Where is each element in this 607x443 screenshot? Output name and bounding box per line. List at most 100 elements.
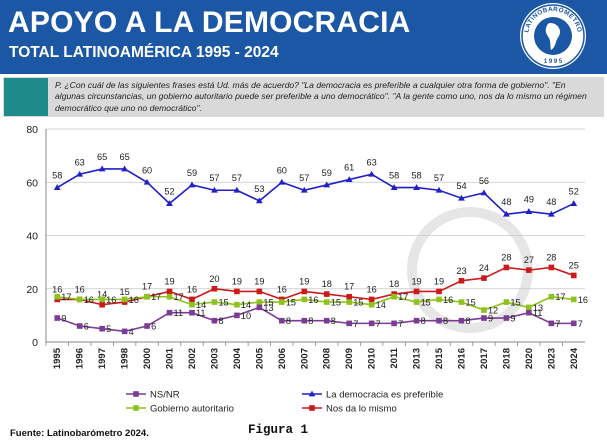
data-point [480, 189, 488, 196]
data-label: 18 [389, 279, 399, 289]
x-tick-label: 2017 [479, 348, 490, 369]
data-point [368, 320, 375, 327]
data-label: 15 [218, 298, 228, 308]
data-point [166, 200, 173, 206]
data-label: 52 [569, 187, 579, 197]
x-tick-label: 1997 [97, 348, 108, 369]
data-label: 13 [533, 303, 543, 313]
data-label: 16 [84, 295, 94, 305]
data-label: 13 [263, 303, 273, 313]
data-point [458, 194, 465, 201]
globe-icon: LATINOBARÓMETRO 1 9 9 5 [521, 4, 585, 68]
x-tick-label: 1998 [120, 348, 131, 369]
data-point [188, 181, 196, 188]
data-label: 11 [533, 308, 543, 318]
question-accent-block [4, 78, 48, 116]
svg-text:1 9 9 5: 1 9 9 5 [544, 59, 563, 65]
question-box [3, 77, 604, 117]
x-tick-label: 1996 [75, 348, 86, 369]
data-label: 12 [488, 306, 498, 316]
y-tick-label: 0 [32, 337, 38, 349]
latinobarometro-logo: LATINOBARÓMETRO 1 9 9 5 [520, 3, 586, 69]
data-label: 16 [578, 295, 588, 305]
data-label: 48 [501, 197, 511, 207]
x-tick-label: 2013 [412, 348, 423, 369]
data-point [189, 296, 195, 303]
data-point [144, 293, 150, 300]
data-label: 61 [344, 163, 354, 173]
data-point [570, 320, 577, 327]
data-label: 19 [434, 276, 444, 286]
data-point [76, 170, 84, 177]
data-point [458, 277, 465, 284]
data-label: 65 [97, 152, 107, 162]
data-point [189, 309, 195, 316]
data-point [300, 186, 308, 193]
x-tick-label: 2008 [322, 348, 333, 369]
data-point [53, 184, 61, 190]
data-point [166, 293, 173, 300]
data-point [345, 176, 353, 182]
data-point [481, 275, 487, 281]
data-point [503, 264, 510, 271]
data-label: 6 [151, 322, 156, 332]
data-point [570, 272, 577, 279]
data-point [323, 299, 330, 305]
legend-marker [133, 405, 139, 411]
data-label: 7 [398, 319, 403, 329]
data-point [436, 296, 442, 303]
data-label: 7 [376, 319, 381, 329]
x-tick-label: 2007 [299, 348, 310, 369]
data-label: 18 [322, 279, 332, 289]
data-point [323, 317, 330, 324]
x-tick-label: 2009 [344, 348, 355, 369]
data-point [526, 309, 532, 316]
data-label: 15 [119, 287, 129, 297]
data-label: 15 [286, 298, 296, 308]
question-text: P. ¿Con cuál de las siguientes frases es… [55, 80, 587, 113]
legend-label: Gobierno autoritario [150, 404, 234, 415]
data-label: 6 [84, 322, 89, 332]
data-label: 15 [510, 298, 520, 308]
x-tick-label: 2004 [232, 347, 243, 369]
data-label: 17 [398, 292, 408, 302]
data-label: 8 [308, 316, 313, 326]
data-label: 53 [254, 184, 264, 194]
legend-marker [309, 405, 315, 411]
x-tick-label: 1995 [52, 347, 63, 369]
data-label: 4 [129, 327, 134, 337]
y-tick-label: 60 [26, 177, 38, 189]
data-point [526, 267, 532, 273]
data-point [481, 315, 487, 321]
data-point [99, 296, 105, 303]
data-label: 8 [465, 316, 470, 326]
data-label: 17 [151, 292, 161, 302]
data-point [502, 210, 510, 217]
data-point [256, 288, 263, 295]
data-point [121, 165, 129, 172]
legend-label: Nos da lo mismo [326, 404, 397, 415]
legend-label: La democracia es preferible [326, 390, 443, 401]
data-point [323, 181, 331, 188]
data-label: 60 [277, 165, 287, 175]
data-label: 11 [174, 308, 184, 318]
data-label: 17 [344, 282, 354, 292]
data-point [256, 299, 263, 305]
source-note: Fuente: Latinobarómetro 2024. [10, 428, 149, 439]
data-point [503, 299, 510, 305]
data-label: 8 [218, 316, 223, 326]
x-tick-label: 2000 [142, 348, 153, 369]
data-label: 54 [456, 181, 466, 191]
watermark-globe [407, 207, 533, 333]
data-label: 15 [465, 298, 475, 308]
data-label: 9 [488, 314, 493, 324]
data-label: 17 [174, 292, 184, 302]
data-point [54, 315, 61, 321]
data-label: 9 [510, 314, 515, 324]
data-point [368, 170, 376, 177]
data-point [121, 296, 128, 303]
data-point [435, 186, 443, 193]
x-tick-label: 2015 [434, 347, 445, 369]
data-label: 49 [524, 195, 534, 205]
data-point [255, 197, 263, 204]
